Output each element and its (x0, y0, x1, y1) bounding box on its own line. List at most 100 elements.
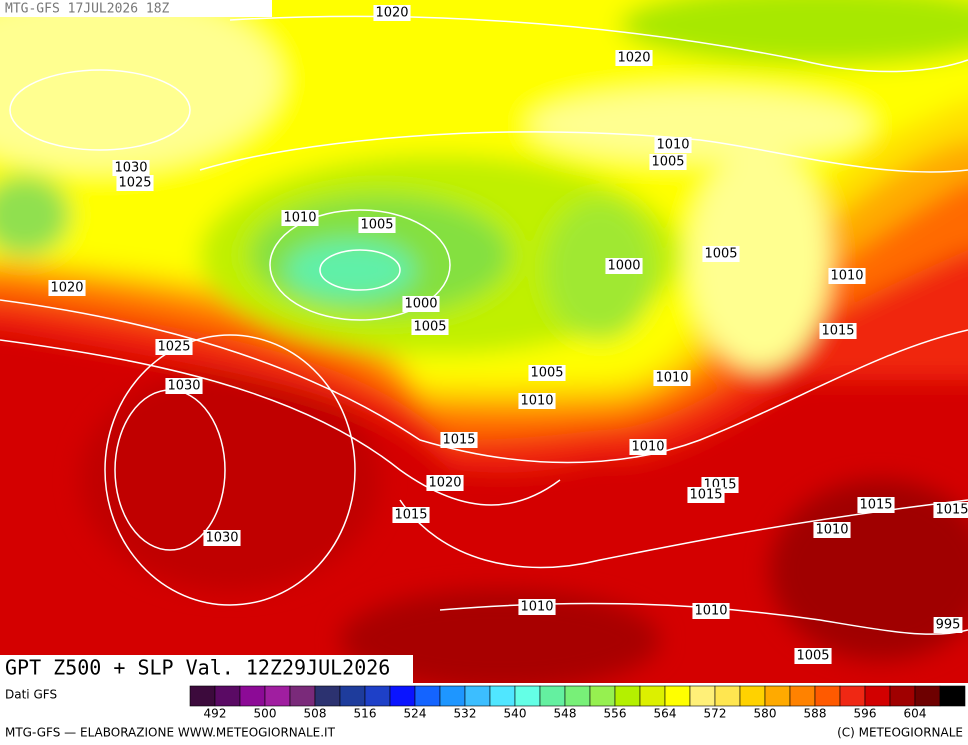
isobar-label-box (411, 319, 449, 335)
colorbar-swatch (739, 685, 766, 707)
caption-title: GPT Z500 + SLP Val. 12Z29JUL2026 (5, 656, 390, 680)
isobar-label-box (649, 154, 687, 170)
colorbar-swatch (639, 685, 666, 707)
colorbar-swatch (464, 685, 491, 707)
isobar-label: 1010 (656, 138, 689, 153)
isobar-label-box (857, 497, 895, 513)
colorbar-swatch (839, 685, 866, 707)
isobar-label: 1030 (114, 161, 147, 176)
isobar-label-box (653, 370, 691, 386)
isobar-label: 1005 (360, 218, 393, 233)
map-field (0, 0, 968, 683)
colorbar-label: 588 (804, 707, 827, 721)
caption-box (0, 655, 413, 683)
colorbar-swatch (439, 685, 466, 707)
isobar-label-box (654, 137, 692, 153)
colorbar-label: 580 (754, 707, 777, 721)
isobar-label: 1020 (428, 476, 461, 491)
isobar-label-box (392, 507, 430, 523)
isobar-label: 1010 (694, 604, 727, 619)
isobar-label: 1020 (50, 281, 83, 296)
colorbar-swatch (689, 685, 716, 707)
isobar-label-box (828, 268, 866, 284)
isobar-label-box (629, 439, 667, 455)
colorbar: 492 500 508 516 524 532 540 548 556 564 572 580 588 5… (189, 685, 966, 721)
colorbar-label: 516 (354, 707, 377, 721)
isobar-label: 1020 (617, 51, 650, 66)
colorbar-label: 548 (554, 707, 577, 721)
colorbar-swatch (314, 685, 341, 707)
colorbar-swatch (664, 685, 691, 707)
isobar-label-box (48, 280, 86, 296)
colorbar-swatch (714, 685, 741, 707)
isobar-label: 1015 (935, 503, 968, 518)
colorbar-swatch (389, 685, 416, 707)
isobar-label: 1010 (655, 371, 688, 386)
isobar-label: 1010 (815, 523, 848, 538)
isobar-label: 995 (936, 618, 961, 633)
colorbar-swatch (614, 685, 641, 707)
isobar-label: 1010 (520, 600, 553, 615)
isobar-label-box (165, 378, 203, 394)
isobar-label: 1015 (394, 508, 427, 523)
colorbar-swatch (239, 685, 266, 707)
isobar-label-box (605, 258, 643, 274)
isobar-label-box (155, 339, 193, 355)
isobar-label: 1005 (530, 366, 563, 381)
isobar-label: 1005 (413, 320, 446, 335)
footer-left: MTG-GFS — ELABORAZIONE WWW.METEOGIORNALE… (5, 726, 336, 740)
isobar-label-box (518, 393, 556, 409)
isobar-label: 1030 (167, 379, 200, 394)
isobar-label-box (402, 296, 440, 312)
isobar-label: 1025 (118, 176, 151, 191)
isobar-label-box (373, 5, 411, 21)
colorbar-swatch (264, 685, 291, 707)
isobar-label-box (358, 217, 396, 233)
colorbar-swatch (564, 685, 591, 707)
colorbar-swatch (789, 685, 816, 707)
isobar-label: 1005 (651, 155, 684, 170)
isobar-label-box (813, 522, 851, 538)
isobar-label-box (933, 502, 968, 518)
colorbar-swatch (589, 685, 616, 707)
colorbar-label: 492 (204, 707, 227, 721)
colorbar-swatch (339, 685, 366, 707)
colorbar-label: 564 (654, 707, 677, 721)
isobar-label: 1000 (607, 259, 640, 274)
colorbar-swatch (764, 685, 791, 707)
isobar-label-box (203, 530, 241, 546)
isobar-label: 1010 (520, 394, 553, 409)
colorbar-swatch (539, 685, 566, 707)
isobar-label-box (281, 210, 319, 226)
colorbar-swatch (889, 685, 916, 707)
isobar-label: 1005 (704, 247, 737, 262)
colorbar-label: 540 (504, 707, 527, 721)
isobar-label-box (687, 487, 725, 503)
isobar-label-box (819, 323, 857, 339)
data-source: Dati GFS (5, 688, 57, 702)
colorbar-label: 572 (704, 707, 727, 721)
isobar-label: 1030 (205, 531, 238, 546)
isobar-label-box (692, 603, 730, 619)
isobar-label-box (528, 365, 566, 381)
colorbar-swatch (364, 685, 391, 707)
colorbar-label: 508 (304, 707, 327, 721)
colorbar-label: 596 (854, 707, 877, 721)
isobar-label: 1020 (375, 6, 408, 21)
colorbar-swatch (914, 685, 941, 707)
isobar-label: 1025 (157, 340, 190, 355)
isobar-label-box (615, 50, 653, 66)
colorbar-swatch (414, 685, 441, 707)
isobar-label: 1015 (859, 498, 892, 513)
colorbar-label: 556 (604, 707, 627, 721)
colorbar-swatch (214, 685, 241, 707)
isobar-label-box (116, 175, 154, 191)
isobar-label: 1015 (689, 488, 722, 503)
colorbar-swatch (289, 685, 316, 707)
footer-right: (C) METEOGIORNALE (837, 726, 963, 740)
colorbar-label: 532 (454, 707, 477, 721)
colorbar-label: 604 (904, 707, 927, 721)
isobar-label: 1015 (821, 324, 854, 339)
